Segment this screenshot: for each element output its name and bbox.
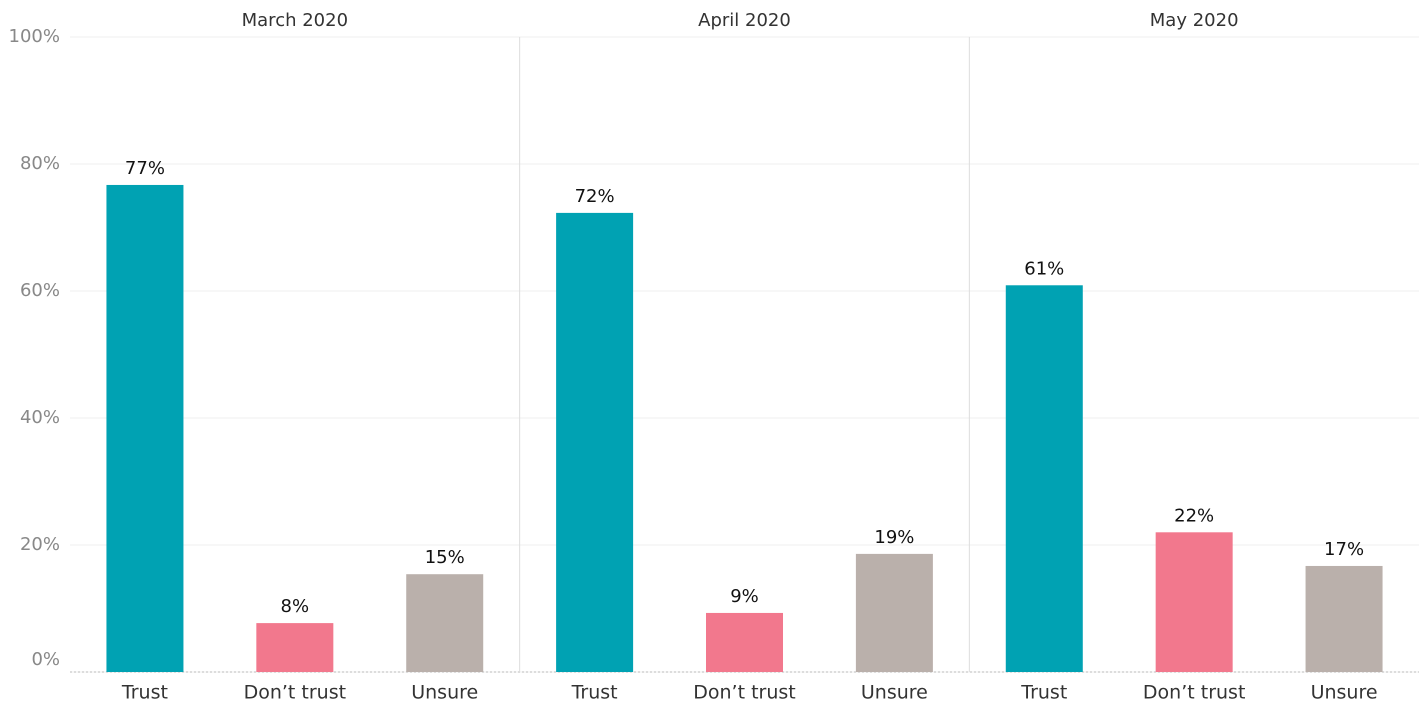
y-tick-label: 80% — [20, 153, 60, 174]
x-tick-label: Unsure — [411, 682, 478, 702]
panel-title: March 2020 — [242, 10, 348, 31]
y-tick-label: 0% — [31, 649, 60, 670]
bar — [706, 612, 783, 672]
bar — [855, 553, 933, 672]
x-tick-label: Unsure — [1311, 682, 1378, 702]
y-tick-label: 20% — [20, 534, 60, 555]
value-label: 15% — [425, 547, 465, 568]
value-label: 72% — [575, 186, 615, 207]
bar — [256, 623, 334, 672]
y-tick-label: 100% — [9, 26, 60, 47]
value-label: 61% — [1024, 258, 1064, 279]
bar — [406, 574, 484, 672]
value-label: 19% — [874, 527, 914, 548]
value-label: 9% — [730, 586, 759, 607]
bar — [1305, 565, 1383, 672]
y-tick-label: 60% — [20, 280, 60, 301]
bar — [1005, 285, 1083, 672]
value-label: 17% — [1324, 539, 1364, 560]
x-tick-label: Don’t trust — [244, 682, 346, 702]
value-label: 22% — [1174, 505, 1214, 526]
x-tick-label: Trust — [1020, 682, 1067, 702]
x-tick-label: Don’t trust — [693, 682, 795, 702]
x-tick-label: Unsure — [861, 682, 928, 702]
value-label: 8% — [281, 596, 310, 617]
x-tick-label: Trust — [121, 682, 168, 702]
bar — [556, 212, 634, 672]
bar — [1155, 532, 1233, 672]
value-label: 77% — [125, 158, 165, 179]
x-tick-label: Don’t trust — [1143, 682, 1245, 702]
panel-title: April 2020 — [698, 10, 791, 31]
x-tick-label: Trust — [571, 682, 618, 702]
y-tick-label: 40% — [20, 407, 60, 428]
panel-title: May 2020 — [1150, 10, 1239, 31]
bar — [106, 184, 184, 672]
